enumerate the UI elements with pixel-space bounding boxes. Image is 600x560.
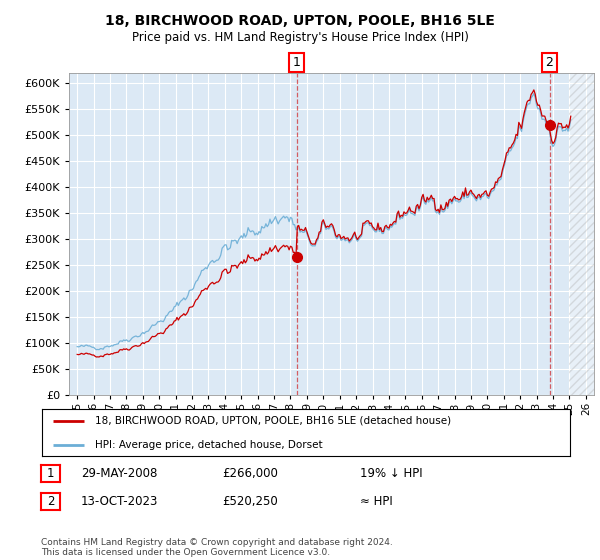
Text: 2: 2 bbox=[47, 495, 54, 508]
Text: Contains HM Land Registry data © Crown copyright and database right 2024.
This d: Contains HM Land Registry data © Crown c… bbox=[41, 538, 392, 557]
Text: HPI: Average price, detached house, Dorset: HPI: Average price, detached house, Dors… bbox=[95, 440, 322, 450]
Text: 18, BIRCHWOOD ROAD, UPTON, POOLE, BH16 5LE (detached house): 18, BIRCHWOOD ROAD, UPTON, POOLE, BH16 5… bbox=[95, 416, 451, 426]
Text: 29-MAY-2008: 29-MAY-2008 bbox=[81, 466, 157, 480]
Text: ≈ HPI: ≈ HPI bbox=[360, 494, 393, 508]
Text: 18, BIRCHWOOD ROAD, UPTON, POOLE, BH16 5LE: 18, BIRCHWOOD ROAD, UPTON, POOLE, BH16 5… bbox=[105, 14, 495, 28]
Text: 1: 1 bbox=[47, 467, 54, 480]
Bar bbox=[569, 73, 594, 395]
Text: £520,250: £520,250 bbox=[222, 494, 278, 508]
Text: 2: 2 bbox=[545, 55, 553, 69]
Text: £266,000: £266,000 bbox=[222, 466, 278, 480]
Text: 19% ↓ HPI: 19% ↓ HPI bbox=[360, 466, 422, 480]
Text: 13-OCT-2023: 13-OCT-2023 bbox=[81, 494, 158, 508]
Text: 1: 1 bbox=[293, 55, 301, 69]
Text: Price paid vs. HM Land Registry's House Price Index (HPI): Price paid vs. HM Land Registry's House … bbox=[131, 31, 469, 44]
